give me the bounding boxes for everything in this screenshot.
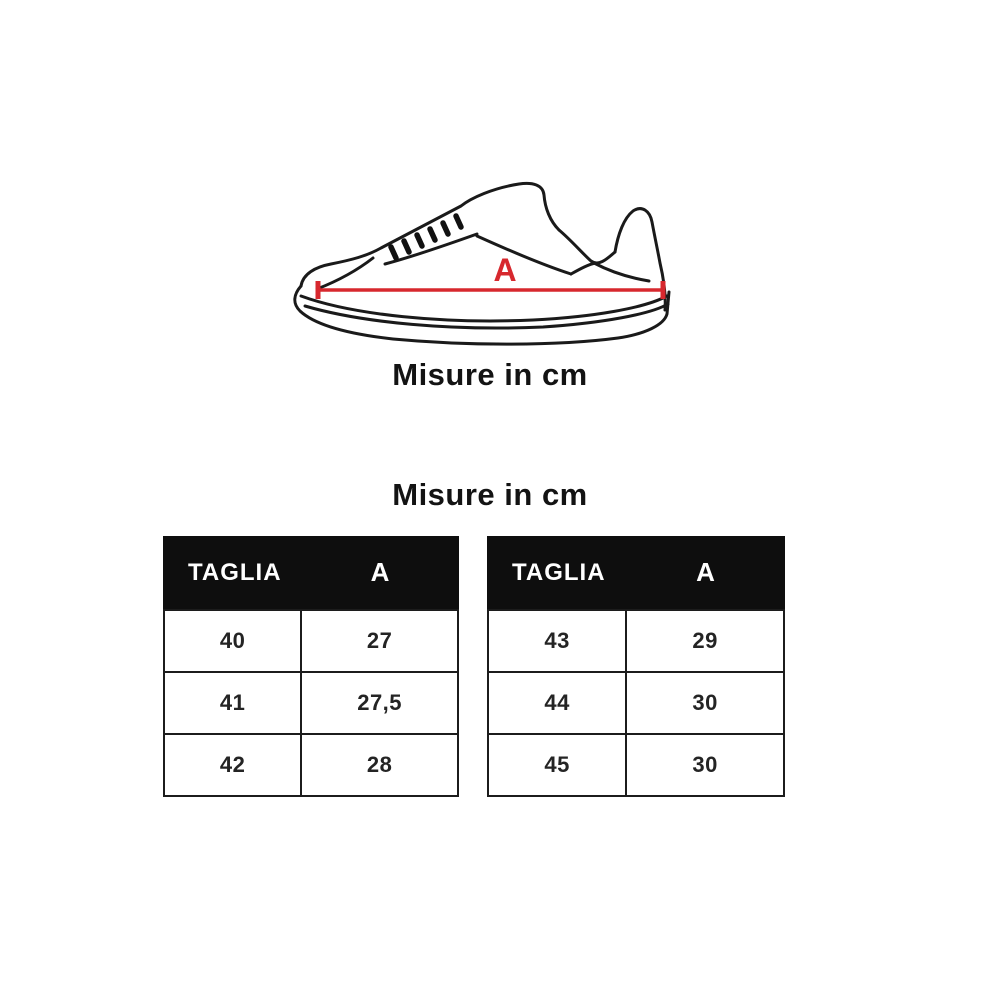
measurement-cell: 30 [692, 752, 718, 777]
table-row: 40 27 [163, 609, 459, 673]
measurement-cell: 28 [366, 752, 393, 777]
size-cell: 44 [489, 673, 628, 733]
sneaker-outline-icon: A [293, 181, 671, 346]
size-cell: 41 [165, 673, 303, 733]
table-row: 41 27,5 [163, 671, 459, 735]
table-row: 42 28 [163, 733, 459, 797]
measurement-cell: 30 [692, 690, 718, 715]
table-row: 43 29 [487, 609, 785, 673]
measurement-cell: 27,5 [357, 690, 403, 715]
size-table-43-45: TAGLIA A 43 29 44 30 45 30 [487, 536, 785, 797]
size-cell: 40 [165, 611, 303, 671]
size-tables-title: Misure in cm [392, 477, 588, 512]
measurement-label-a: A [493, 252, 516, 288]
table-row: 44 30 [487, 671, 785, 735]
measurement-cell: 29 [692, 628, 718, 653]
column-header-taglia: TAGLIA [188, 558, 282, 586]
table-row: 45 30 [487, 733, 785, 797]
size-cell: 45 [489, 735, 628, 795]
table-header-row: TAGLIA A [163, 536, 459, 609]
size-cell: 43 [489, 611, 628, 671]
measurement-line-a [315, 281, 666, 299]
size-cell: 42 [165, 735, 303, 795]
column-header-a: A [696, 557, 716, 587]
measurement-cell: 27 [366, 628, 393, 653]
table-header-row: TAGLIA A [487, 536, 785, 609]
column-header-taglia: TAGLIA [512, 558, 606, 586]
column-header-a: A [370, 557, 391, 587]
shoe-measurement-diagram: A [293, 168, 688, 358]
shoe-caption: Misure in cm [392, 357, 588, 392]
size-table-40-42: TAGLIA A 40 27 41 27,5 42 28 [163, 536, 459, 797]
laces [388, 213, 464, 261]
